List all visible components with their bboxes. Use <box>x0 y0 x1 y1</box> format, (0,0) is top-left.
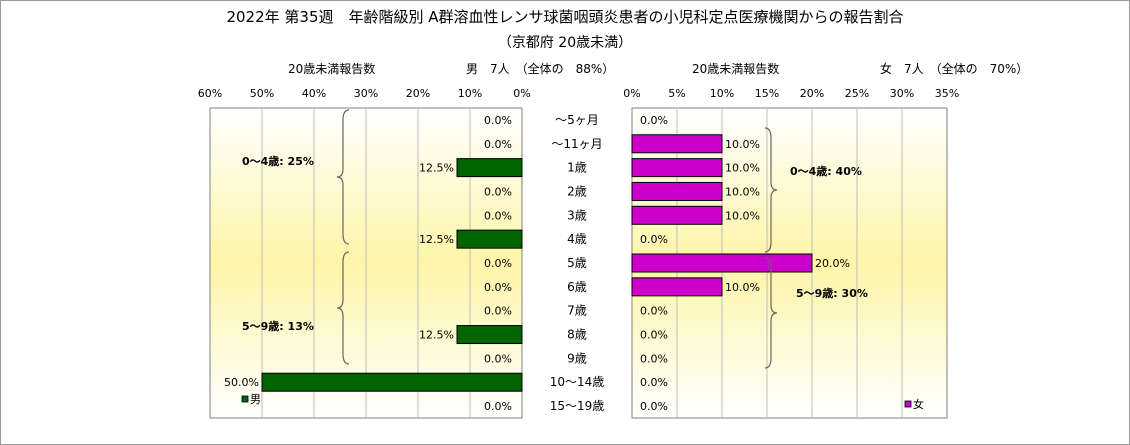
male-data-label: 0.0% <box>484 209 512 222</box>
male-bar <box>456 325 523 345</box>
female-data-label: 0.0% <box>640 114 668 127</box>
category-label: 6歳 <box>567 280 587 294</box>
category-label: 15～19歳 <box>550 399 605 413</box>
female-brace-5-9 <box>764 257 778 369</box>
female-tick-label: 35% <box>935 87 959 100</box>
chart-title: 2022年 第35週 年齢階級別 A群溶血性レンサ球菌咽頭炎患者の小児科定点医療… <box>226 8 904 26</box>
female-data-label: 10.0% <box>725 138 760 151</box>
male-tick-label: 60% <box>198 87 222 100</box>
male-tick-label: 50% <box>250 87 274 100</box>
female-bar <box>631 277 723 297</box>
male-bar <box>456 158 523 178</box>
male-tick-label: 0% <box>513 87 530 100</box>
male-data-label: 0.0% <box>484 185 512 198</box>
male-count-label: 20歳未満報告数 <box>288 62 376 76</box>
male-brace-5-9 <box>336 251 350 365</box>
male-data-label: 12.5% <box>419 233 454 246</box>
male-bar <box>261 372 523 392</box>
female-brace-0-4 <box>764 127 778 253</box>
chart-subtitle: （京都府 20歳未満） <box>497 35 633 51</box>
male-bar <box>456 229 523 249</box>
female-data-label: 10.0% <box>725 162 760 175</box>
female-data-label: 0.0% <box>640 233 668 246</box>
female-bar <box>631 158 723 178</box>
female-summary: 女 7人 （全体の 70%） <box>880 62 1029 76</box>
male-tick-label: 30% <box>354 87 378 100</box>
male-annotation-0-4: 0～4歳: 25% <box>242 154 314 168</box>
male-annotation-5-9: 5～9歳: 13% <box>242 319 314 333</box>
female-tick-label: 0% <box>623 87 640 100</box>
female-data-label: 20.0% <box>815 257 850 270</box>
category-label: 1歳 <box>567 161 587 175</box>
male-tick-label: 10% <box>458 87 482 100</box>
female-bar <box>631 134 723 154</box>
male-brace-0-4 <box>336 109 350 245</box>
category-label: 4歳 <box>567 232 587 246</box>
category-label: ～11ヶ月 <box>551 137 602 151</box>
female-data-label: 10.0% <box>725 281 760 294</box>
category-label: 2歳 <box>567 184 587 198</box>
category-label: 8歳 <box>567 328 587 342</box>
female-data-label: 0.0% <box>640 329 668 342</box>
female-annotation-0-4: 0～4歳: 40% <box>790 164 862 178</box>
female-data-label: 0.0% <box>640 376 668 389</box>
female-bar <box>631 253 813 273</box>
male-data-label: 0.0% <box>484 257 512 270</box>
category-label: 7歳 <box>567 304 587 318</box>
female-data-label: 10.0% <box>725 185 760 198</box>
female-data-label: 0.0% <box>640 400 668 413</box>
female-legend-label: 女 <box>913 397 924 411</box>
female-data-label: 10.0% <box>725 209 760 222</box>
female-legend-swatch <box>904 400 912 408</box>
male-tick-label: 40% <box>302 87 326 100</box>
male-data-label: 0.0% <box>484 138 512 151</box>
male-data-label: 0.0% <box>484 352 512 365</box>
female-tick-label: 25% <box>845 87 869 100</box>
male-data-label: 0.0% <box>484 305 512 318</box>
male-data-label: 0.0% <box>484 400 512 413</box>
male-summary: 男 7人 （全体の 88%） <box>466 62 615 76</box>
category-label: 9歳 <box>567 351 587 365</box>
female-count-label: 20歳未満報告数 <box>692 62 780 76</box>
category-label: 5歳 <box>567 256 587 270</box>
male-data-label: 12.5% <box>419 329 454 342</box>
female-bar <box>631 181 723 201</box>
male-data-label: 0.0% <box>484 114 512 127</box>
female-data-label: 0.0% <box>640 352 668 365</box>
female-tick-label: 30% <box>890 87 914 100</box>
category-label: 3歳 <box>567 208 587 222</box>
male-tick-label: 20% <box>406 87 430 100</box>
female-data-label: 0.0% <box>640 305 668 318</box>
category-label: 10～14歳 <box>550 375 605 389</box>
male-data-label: 12.5% <box>419 162 454 175</box>
female-tick-label: 5% <box>668 87 685 100</box>
male-legend-swatch <box>241 395 249 403</box>
female-tick-label: 10% <box>710 87 734 100</box>
male-data-label: 0.0% <box>484 281 512 294</box>
category-label: ～5ヶ月 <box>555 113 599 127</box>
female-annotation-5-9: 5～9歳: 30% <box>796 286 868 300</box>
female-tick-label: 20% <box>800 87 824 100</box>
female-bar <box>631 205 723 225</box>
female-tick-label: 15% <box>755 87 779 100</box>
male-data-label: 50.0% <box>224 376 259 389</box>
male-legend-label: 男 <box>250 393 261 406</box>
